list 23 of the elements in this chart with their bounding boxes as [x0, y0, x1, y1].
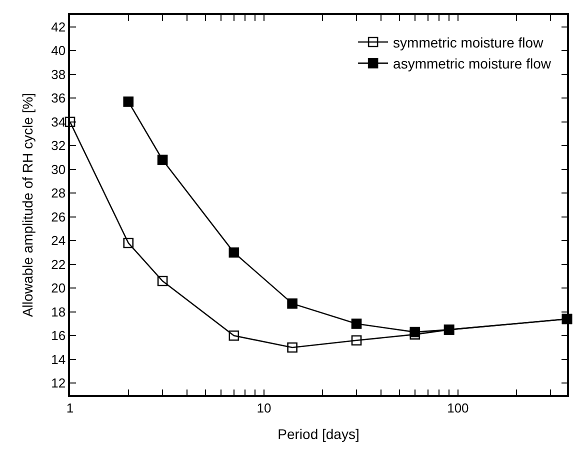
- y-axis-title: Allowable amplitude of RH cycle [%]: [19, 92, 36, 318]
- y-tick-label: 24: [51, 233, 66, 248]
- y-tick-label: 16: [51, 328, 66, 344]
- legend-label: asymmetric moisture flow: [393, 56, 552, 72]
- x-tick-label: 1: [66, 400, 74, 416]
- y-tick-label: 26: [51, 209, 66, 224]
- y-tick-label: 28: [51, 186, 66, 201]
- legend-label: symmetric moisture flow: [393, 34, 544, 50]
- y-tick-label: 32: [51, 138, 66, 154]
- y-tick-label: 36: [51, 90, 66, 106]
- y-tick-label: 34: [51, 114, 66, 130]
- x-tick-label: 100: [447, 400, 469, 416]
- x-tick-label: 10: [256, 400, 272, 416]
- x-axis-title: Period [days]: [278, 426, 360, 442]
- y-tick-label: 12: [51, 376, 66, 391]
- y-tick-label: 22: [51, 256, 66, 272]
- y-tick-label: 14: [51, 352, 66, 367]
- y-tick-label: 42: [51, 19, 66, 34]
- y-tick-label: 30: [51, 162, 66, 177]
- y-tick-label: 38: [51, 66, 66, 82]
- y-tick-label: 40: [51, 43, 66, 58]
- y-tick-label: 20: [51, 280, 66, 296]
- y-tick-label: 18: [51, 304, 66, 320]
